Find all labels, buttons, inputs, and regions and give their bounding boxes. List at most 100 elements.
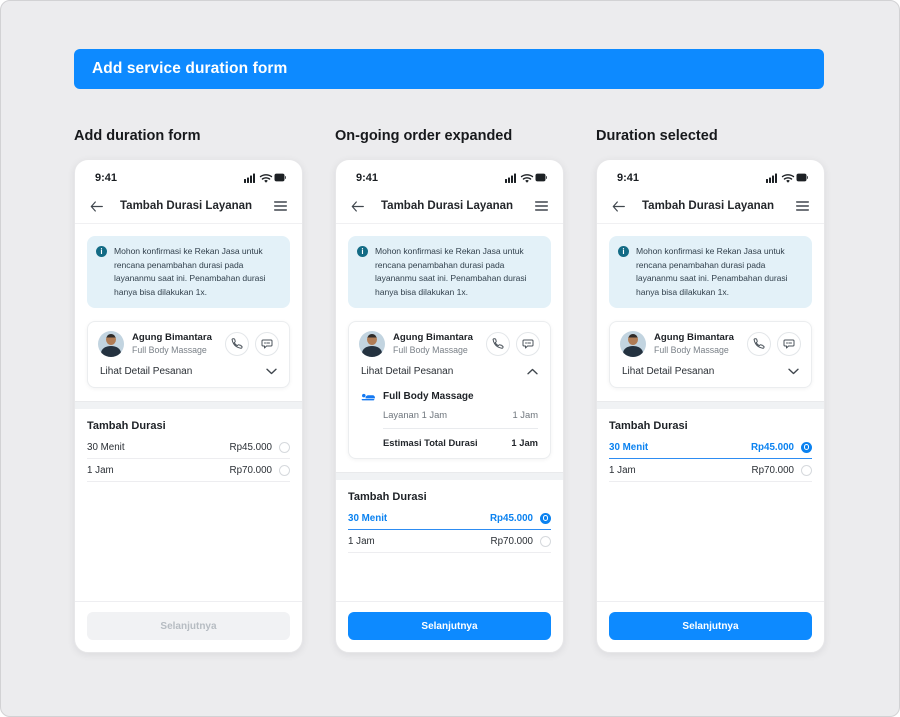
option-label: 1 Jam	[348, 535, 375, 547]
phone-icon	[753, 338, 765, 350]
section-divider	[336, 472, 563, 481]
provider-name: Agung Bimantara	[393, 331, 473, 343]
chat-button[interactable]	[777, 332, 801, 357]
chat-icon	[783, 339, 795, 349]
order-detail-toggle[interactable]: Lihat Detail Pesanan	[610, 362, 811, 387]
app-bar: Tambah Durasi Layanan	[75, 189, 302, 224]
phone-icon	[492, 338, 504, 350]
battery-icon	[796, 173, 808, 182]
status-time: 9:41	[617, 171, 640, 184]
footer-bar: Selanjutnya	[597, 601, 824, 652]
radio-1-jam[interactable]	[801, 464, 812, 476]
order-detail-toggle[interactable]: Lihat Detail Pesanan	[349, 362, 550, 387]
provider-name: Agung Bimantara	[132, 331, 212, 343]
phone-ongoing-order-expanded: 9:41 Tambah Durasi Layanan i Mohon konfi…	[335, 159, 564, 653]
avatar	[98, 331, 124, 358]
phone-icon	[231, 338, 243, 350]
provider-row: Agung Bimantara Full Body Massage	[610, 322, 811, 362]
call-button[interactable]	[225, 332, 249, 357]
call-button[interactable]	[747, 332, 771, 357]
chat-icon	[261, 339, 273, 349]
duration-option-1-jam[interactable]: 1 Jam Rp70.000	[87, 459, 290, 483]
hamburger-icon	[796, 201, 809, 211]
page-title: Tambah Durasi Layanan	[642, 200, 775, 212]
info-text: Mohon konfirmasi ke Rekan Jasa untuk ren…	[375, 246, 527, 297]
phone-duration-selected: 9:41 Tambah Durasi Layanan i Mohon konfi…	[596, 159, 825, 653]
banner-title: Add service duration form	[92, 60, 288, 77]
order-detail-toggle-label: Lihat Detail Pesanan	[100, 366, 193, 378]
radio-30-menit[interactable]	[279, 441, 290, 453]
avatar	[620, 331, 646, 358]
info-icon: i	[357, 246, 368, 257]
page-title: Tambah Durasi Layanan	[120, 200, 253, 212]
detail-line-item-label: Layanan 1 Jam	[383, 409, 448, 421]
app-bar: Tambah Durasi Layanan	[597, 189, 824, 224]
battery-icon	[535, 173, 547, 182]
status-bar: 9:41	[75, 160, 302, 189]
detail-total-label: Estimasi Total Durasi	[383, 437, 478, 449]
option-price: Rp70.000	[751, 464, 795, 476]
info-text: Mohon konfirmasi ke Rekan Jasa untuk ren…	[636, 246, 788, 297]
radio-1-jam[interactable]	[540, 535, 551, 547]
option-price: Rp45.000	[229, 441, 273, 453]
option-label: 30 Menit	[609, 441, 649, 453]
menu-button[interactable]	[535, 201, 548, 211]
call-button[interactable]	[486, 332, 510, 357]
duration-option-1-jam[interactable]: 1 Jam Rp70.000	[609, 459, 812, 483]
chevron-down-icon	[788, 368, 799, 375]
back-button[interactable]	[90, 200, 103, 212]
option-price: Rp45.000	[750, 441, 794, 453]
column-label-duration-selected: Duration selected	[596, 128, 718, 144]
status-icons	[505, 173, 547, 183]
order-detail-toggle-label: Lihat Detail Pesanan	[361, 366, 454, 378]
duration-option-1-jam[interactable]: 1 Jam Rp70.000	[348, 530, 551, 554]
duration-section: Tambah Durasi 30 Menit Rp45.000 1 Jam Rp…	[336, 480, 563, 554]
duration-option-30-menit[interactable]: 30 Menit Rp45.000	[609, 436, 812, 460]
order-card: Agung Bimantara Full Body Massage Lihat …	[87, 321, 290, 389]
order-detail-toggle[interactable]: Lihat Detail Pesanan	[88, 362, 289, 387]
chat-button[interactable]	[516, 332, 540, 357]
wifi-icon	[259, 174, 273, 183]
status-icons	[244, 173, 286, 183]
radio-30-menit[interactable]	[801, 441, 812, 453]
next-button[interactable]: Selanjutnya	[87, 612, 290, 640]
order-card: Agung Bimantara Full Body Massage Lihat …	[609, 321, 812, 389]
info-icon: i	[96, 246, 107, 257]
radio-30-menit[interactable]	[540, 512, 551, 524]
wifi-icon	[781, 174, 795, 183]
footer-bar: Selanjutnya	[336, 601, 563, 652]
option-price: Rp70.000	[490, 535, 534, 547]
radio-1-jam[interactable]	[279, 464, 290, 476]
wifi-icon	[520, 174, 534, 183]
duration-section-title: Tambah Durasi	[609, 420, 688, 433]
column-label-add-duration-form: Add duration form	[74, 128, 201, 144]
provider-service: Full Body Massage	[654, 344, 729, 355]
next-button[interactable]: Selanjutnya	[609, 612, 812, 640]
back-arrow-icon	[612, 200, 625, 212]
menu-button[interactable]	[796, 201, 809, 211]
next-button[interactable]: Selanjutnya	[348, 612, 551, 640]
back-button[interactable]	[612, 200, 625, 212]
footer-bar: Selanjutnya	[75, 601, 302, 652]
info-icon: i	[618, 246, 629, 257]
chat-icon	[522, 339, 534, 349]
option-price: Rp70.000	[229, 464, 273, 476]
chat-button[interactable]	[255, 332, 279, 357]
info-banner: i Mohon konfirmasi ke Rekan Jasa untuk r…	[87, 236, 290, 309]
back-button[interactable]	[351, 200, 364, 212]
order-card: Agung Bimantara Full Body Massage Lihat …	[348, 321, 551, 460]
provider-service: Full Body Massage	[393, 344, 468, 355]
massage-service-icon	[361, 394, 375, 401]
section-divider	[75, 401, 302, 410]
order-detail-toggle-label: Lihat Detail Pesanan	[622, 366, 715, 378]
menu-button[interactable]	[274, 201, 287, 211]
info-text: Mohon konfirmasi ke Rekan Jasa untuk ren…	[114, 246, 266, 297]
status-bar: 9:41	[597, 160, 824, 189]
duration-option-30-menit[interactable]: 30 Menit Rp45.000	[348, 507, 551, 531]
duration-option-30-menit[interactable]: 30 Menit Rp45.000	[87, 436, 290, 460]
status-time: 9:41	[95, 171, 118, 184]
status-time: 9:41	[356, 171, 379, 184]
duration-section-title: Tambah Durasi	[348, 491, 427, 504]
provider-name: Agung Bimantara	[654, 331, 734, 343]
